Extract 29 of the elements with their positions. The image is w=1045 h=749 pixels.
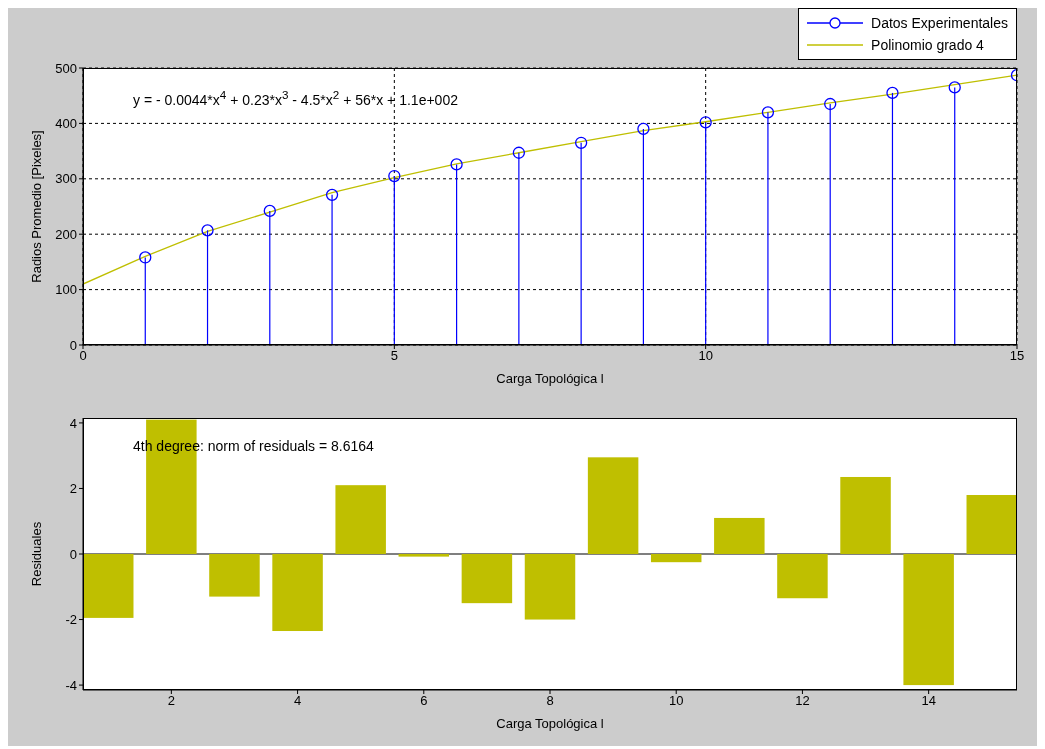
y-axis-title: Radios Promedio [Pixeles] <box>28 130 44 283</box>
y-tick-label: 2 <box>69 481 77 497</box>
y-tick-label: 0 <box>69 337 77 353</box>
y-tick-label: 300 <box>55 171 77 187</box>
y-tick-label: -2 <box>65 612 77 628</box>
x-tick-label: 4 <box>293 693 302 709</box>
annotation: y = - 0.0044*x$^{4}$ + 0.23*x$^{3}$ - 4.5*x$^{2}$ + 56*x + 1.1e+002 <box>133 88 458 108</box>
x-tick-label: 6 <box>420 693 428 709</box>
x-axis-title: Carga Topológica l <box>496 716 604 731</box>
y-tick-label: 0 <box>69 546 77 562</box>
y-axis-title: Residuales <box>28 521 44 587</box>
x-tick-label: 8 <box>546 693 554 709</box>
x-tick-label: 10 <box>668 693 684 709</box>
x-tick-label: 15 <box>1009 348 1025 364</box>
y-tick-label: 400 <box>55 116 77 132</box>
y-tick-label: 100 <box>55 282 77 298</box>
y-tick-label: 200 <box>55 226 77 242</box>
x-tick-label: 12 <box>795 693 810 709</box>
x-tick-label: 14 <box>921 693 936 709</box>
x-tick-label: 0 <box>79 348 87 364</box>
x-tick-label: 2 <box>167 693 175 709</box>
x-tick-label: 5 <box>390 348 398 364</box>
legend-label: Polinomio grado 4 <box>871 37 984 53</box>
legend-label: Datos Experimentales <box>871 15 1008 31</box>
y-tick-label: 500 <box>55 60 77 76</box>
x-tick-label: 10 <box>698 348 713 364</box>
y-tick-label: 4 <box>69 415 77 431</box>
y-tick-label: -4 <box>65 677 77 693</box>
x-axis-title: Carga Topológica l <box>496 371 604 386</box>
